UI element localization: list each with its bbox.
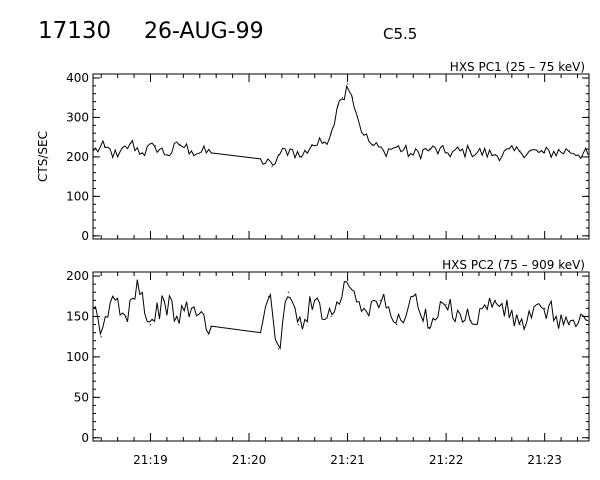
data-point [588, 319, 590, 322]
data-point [278, 348, 280, 350]
data-point [310, 144, 312, 146]
data-point [337, 105, 339, 107]
data-point [544, 307, 546, 309]
event-date: 26-AUG-99 [144, 19, 264, 44]
data-point [347, 279, 349, 281]
data-point [544, 152, 546, 154]
y-tick-label: 400 [66, 71, 89, 85]
data-point [412, 154, 414, 156]
data-point [278, 154, 280, 156]
data-point [396, 146, 398, 148]
panel-title: HXS PC2 (75 – 909 keV) [442, 258, 585, 272]
data-point [190, 150, 193, 152]
series-line [92, 280, 589, 350]
data-point [363, 307, 365, 309]
x-tick-label: 21:19 [133, 453, 168, 467]
data-point [314, 299, 316, 301]
series-line [92, 84, 589, 167]
data-point [301, 156, 303, 158]
data-point [470, 150, 472, 152]
data-point [322, 142, 324, 144]
panel-title: HXS PC1 (25 – 75 keV) [450, 60, 585, 74]
y-tick-label: 0 [81, 431, 89, 445]
data-point [289, 148, 291, 150]
data-point [470, 319, 472, 322]
data-point [383, 150, 385, 152]
flare-class: C5.5 [383, 25, 417, 43]
data-point [112, 295, 114, 297]
y-axis-label: CTS/SEC [36, 131, 50, 182]
x-tick-label: 21:22 [429, 453, 464, 467]
data-point [445, 303, 447, 305]
data-point [149, 324, 152, 326]
data-point [356, 116, 358, 118]
data-point [259, 158, 262, 160]
data-point [342, 97, 344, 99]
data-point [271, 166, 273, 168]
event-id: 17130 [38, 18, 111, 44]
x-tick-label: 21:23 [527, 453, 562, 467]
x-tick-label: 21:21 [330, 453, 365, 467]
data-point [176, 315, 178, 318]
data-point [347, 83, 349, 85]
data-point [268, 295, 270, 297]
data-point [100, 336, 102, 338]
data-point [287, 291, 289, 293]
data-point [154, 145, 156, 147]
data-point [92, 150, 94, 152]
data-point [117, 156, 119, 158]
data-point [190, 307, 193, 309]
data-point [297, 324, 299, 326]
data-point [396, 324, 398, 326]
data-point [330, 315, 332, 318]
data-point [179, 143, 181, 145]
data-point [519, 150, 521, 152]
panel-pc2: HXS PC2 (75 – 909 keV) 0 50 100 150 200 21:19 2… [66, 258, 590, 467]
data-point [136, 279, 138, 281]
data-point [363, 134, 365, 136]
data-point [130, 142, 132, 144]
data-point [519, 324, 521, 326]
data-point [494, 299, 496, 301]
data-point [568, 150, 570, 152]
data-point [163, 299, 165, 301]
data-point [379, 299, 381, 301]
data-point [141, 152, 143, 154]
data-point [412, 295, 414, 297]
y-tick-label: 0 [81, 229, 89, 243]
data-point [210, 152, 212, 154]
y-tick-label: 50 [74, 390, 89, 404]
y-tick-label: 100 [66, 189, 89, 203]
data-point [259, 332, 262, 334]
data-point [445, 152, 447, 154]
plot-frame [92, 73, 590, 240]
data-point [166, 154, 168, 156]
plot-frame [92, 271, 590, 442]
y-tick-label: 100 [66, 350, 89, 364]
data-point [92, 307, 94, 309]
y-tick-label: 200 [66, 269, 89, 283]
data-point [103, 146, 106, 148]
data-point [210, 325, 212, 327]
data-point [330, 132, 332, 134]
y-tick-label: 150 [66, 309, 89, 323]
data-point [494, 154, 496, 156]
data-point [588, 154, 590, 156]
y-tick-label: 300 [66, 110, 89, 124]
panel-pc1: HXS PC1 (25 – 75 keV) CTS/SEC 0 100 200 300 40… [36, 60, 590, 243]
data-point [125, 315, 127, 318]
y-tick-label: 200 [66, 150, 89, 164]
data-point [429, 148, 431, 150]
data-point [568, 324, 570, 326]
data-point [351, 97, 354, 99]
data-point [429, 328, 431, 330]
x-tick-label: 21:20 [232, 453, 267, 467]
data-point [371, 144, 373, 146]
